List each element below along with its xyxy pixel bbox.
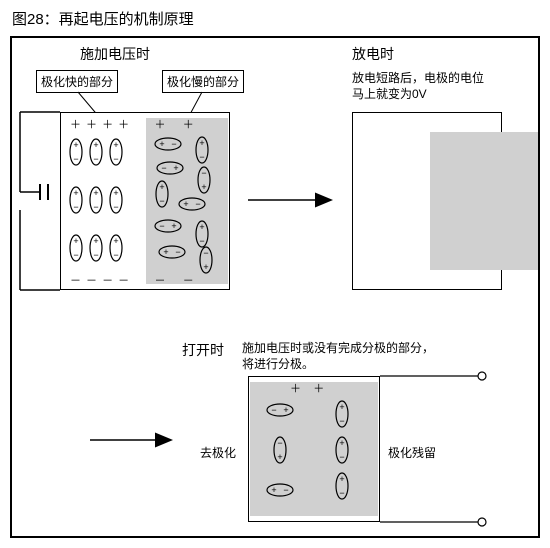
panel3-leads <box>0 0 550 548</box>
figure-canvas: 图28：再起电压的机制原理 施加电压时 极化快的部分 极化慢的部分 ＋ ＋ ＋ … <box>0 0 550 548</box>
